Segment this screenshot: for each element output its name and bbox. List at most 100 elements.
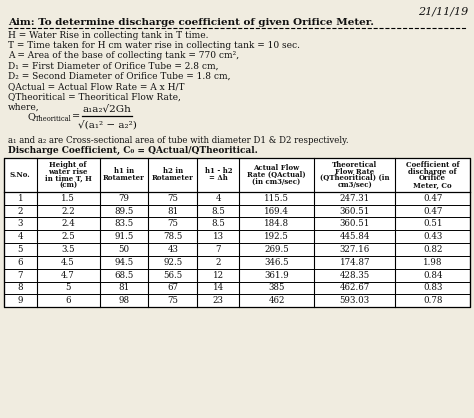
Text: a₁a₂√2Gh: a₁a₂√2Gh — [82, 105, 131, 114]
Text: 3: 3 — [18, 219, 23, 228]
Text: Rotameter: Rotameter — [152, 174, 194, 182]
Text: 445.84: 445.84 — [339, 232, 370, 241]
Text: 67: 67 — [167, 283, 178, 293]
Text: 0.43: 0.43 — [423, 232, 442, 241]
Text: 269.5: 269.5 — [264, 245, 289, 254]
Text: =: = — [72, 112, 80, 121]
Text: 7: 7 — [216, 245, 221, 254]
Text: 78.5: 78.5 — [163, 232, 182, 241]
Text: 1.5: 1.5 — [61, 194, 75, 203]
Text: where,: where, — [8, 102, 40, 112]
Text: 75: 75 — [167, 296, 178, 305]
Text: 21/11/19: 21/11/19 — [418, 6, 468, 16]
Text: 0.83: 0.83 — [423, 283, 442, 293]
Text: 98: 98 — [118, 296, 129, 305]
Text: 8: 8 — [18, 283, 23, 293]
Text: 428.35: 428.35 — [339, 270, 370, 280]
Text: 8.5: 8.5 — [211, 219, 225, 228]
Text: 0.47: 0.47 — [423, 194, 442, 203]
Text: Meter, Co: Meter, Co — [413, 181, 452, 189]
Text: Discharge Coefficient, C₀ = QActual/QTheoritical.: Discharge Coefficient, C₀ = QActual/QThe… — [8, 146, 258, 155]
Text: 83.5: 83.5 — [114, 219, 134, 228]
Text: Theoritical: Theoritical — [35, 115, 72, 123]
Text: a₁ and a₂ are Cross-sectional area of tube with diameter D1 & D2 respectively.: a₁ and a₂ are Cross-sectional area of tu… — [8, 136, 348, 145]
Text: 5: 5 — [18, 245, 23, 254]
Text: Flow Rate: Flow Rate — [335, 168, 374, 176]
Text: 4: 4 — [216, 194, 221, 203]
Text: 13: 13 — [213, 232, 224, 241]
Text: water rise: water rise — [48, 168, 88, 176]
Bar — [4, 158, 470, 307]
Text: 4: 4 — [18, 232, 23, 241]
Text: 462: 462 — [268, 296, 285, 305]
Text: 2.5: 2.5 — [61, 232, 75, 241]
Text: 2: 2 — [18, 206, 23, 216]
Text: Orifice: Orifice — [419, 174, 446, 182]
Text: 75: 75 — [167, 219, 178, 228]
Text: QActual = Actual Flow Rate = A x H/T: QActual = Actual Flow Rate = A x H/T — [8, 82, 184, 91]
Text: 43: 43 — [167, 245, 178, 254]
Text: D₁ = First Diameter of Orifice Tube = 2.8 cm,: D₁ = First Diameter of Orifice Tube = 2.… — [8, 61, 219, 71]
Text: 1: 1 — [18, 194, 23, 203]
Text: 68.5: 68.5 — [114, 270, 134, 280]
Text: (in cm3/sec): (in cm3/sec) — [253, 178, 301, 186]
Text: 50: 50 — [118, 245, 129, 254]
Text: discharge of: discharge of — [409, 168, 457, 176]
Text: 115.5: 115.5 — [264, 194, 289, 203]
Text: 6: 6 — [65, 296, 71, 305]
Text: 2: 2 — [216, 258, 221, 267]
Text: Rate (QActual): Rate (QActual) — [247, 171, 306, 179]
Text: 385: 385 — [268, 283, 285, 293]
Text: 3.5: 3.5 — [61, 245, 75, 254]
Text: T = Time taken for H cm water rise in collecting tank = 10 sec.: T = Time taken for H cm water rise in co… — [8, 41, 300, 50]
Text: √(a₁² − a₂²): √(a₁² − a₂²) — [78, 120, 137, 129]
Text: 593.03: 593.03 — [339, 296, 370, 305]
Text: 91.5: 91.5 — [114, 232, 134, 241]
Text: Q: Q — [28, 112, 36, 121]
Text: 94.5: 94.5 — [114, 258, 134, 267]
Text: 4.7: 4.7 — [61, 270, 75, 280]
Text: Rotameter: Rotameter — [103, 174, 145, 182]
Text: 462.67: 462.67 — [339, 283, 370, 293]
Text: in time T, H: in time T, H — [45, 174, 91, 182]
Text: Aim: To determine discharge coefficient of given Orifice Meter.: Aim: To determine discharge coefficient … — [8, 18, 374, 27]
Text: 75: 75 — [167, 194, 178, 203]
Text: QTheoritical = Theoritical Flow Rate,: QTheoritical = Theoritical Flow Rate, — [8, 92, 181, 101]
Text: 6: 6 — [18, 258, 23, 267]
Text: 81: 81 — [167, 206, 179, 216]
Text: 92.5: 92.5 — [164, 258, 182, 267]
Text: 7: 7 — [18, 270, 23, 280]
Text: h2 in: h2 in — [163, 168, 183, 176]
Text: 23: 23 — [213, 296, 224, 305]
Text: 361.9: 361.9 — [264, 270, 289, 280]
Text: Actual Flow: Actual Flow — [254, 164, 300, 172]
Text: 8.5: 8.5 — [211, 206, 225, 216]
Text: 81: 81 — [118, 283, 129, 293]
Text: D₂ = Second Diameter of Orifice Tube = 1.8 cm,: D₂ = Second Diameter of Orifice Tube = 1… — [8, 72, 230, 81]
Text: 192.5: 192.5 — [264, 232, 289, 241]
Text: 0.47: 0.47 — [423, 206, 442, 216]
Text: 360.51: 360.51 — [339, 219, 370, 228]
Text: cm3/sec): cm3/sec) — [337, 181, 372, 189]
Text: (QTheoritical) (in: (QTheoritical) (in — [320, 174, 390, 182]
Text: 2.2: 2.2 — [61, 206, 75, 216]
Text: 1.98: 1.98 — [423, 258, 442, 267]
Text: 169.4: 169.4 — [264, 206, 289, 216]
Text: 56.5: 56.5 — [164, 270, 182, 280]
Text: Height of: Height of — [49, 161, 87, 169]
Text: h1 - h2: h1 - h2 — [205, 168, 232, 176]
Text: 89.5: 89.5 — [114, 206, 134, 216]
Text: 0.78: 0.78 — [423, 296, 442, 305]
Text: 2.4: 2.4 — [61, 219, 75, 228]
Text: 9: 9 — [18, 296, 23, 305]
Text: Coefficient of: Coefficient of — [406, 161, 459, 169]
Text: S.No.: S.No. — [10, 171, 31, 179]
Text: 346.5: 346.5 — [264, 258, 289, 267]
Text: 5: 5 — [65, 283, 71, 293]
Text: 14: 14 — [213, 283, 224, 293]
Text: 184.8: 184.8 — [264, 219, 289, 228]
Text: 12: 12 — [213, 270, 224, 280]
Text: H = Water Rise in collecting tank in T time.: H = Water Rise in collecting tank in T t… — [8, 31, 209, 40]
Text: Theoretical: Theoretical — [332, 161, 377, 169]
Text: h1 in: h1 in — [114, 168, 134, 176]
